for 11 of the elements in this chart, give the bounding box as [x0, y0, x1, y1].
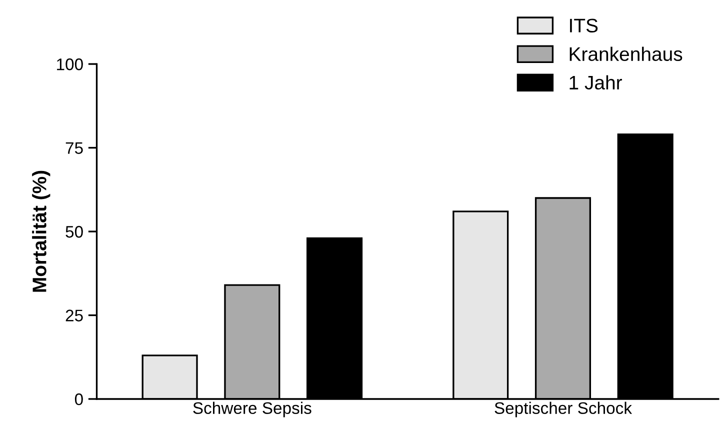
- y-axis-title: Mortalität (%): [32, 170, 50, 292]
- y-tick-label: 75: [66, 142, 83, 154]
- y-tick-label: 50: [66, 226, 83, 238]
- x-tick-label: Septischer Schock: [494, 402, 632, 418]
- y-tick-label: 0: [74, 393, 83, 406]
- x-tick-label: Schwere Sepsis: [193, 402, 312, 418]
- legend-label: ITS: [570, 18, 598, 32]
- y-tick-label: 100: [57, 58, 83, 70]
- legend-label: Krankenhaus: [570, 46, 682, 62]
- legend-label: 1 Jahr: [570, 75, 622, 90]
- y-tick-label: 25: [66, 310, 83, 322]
